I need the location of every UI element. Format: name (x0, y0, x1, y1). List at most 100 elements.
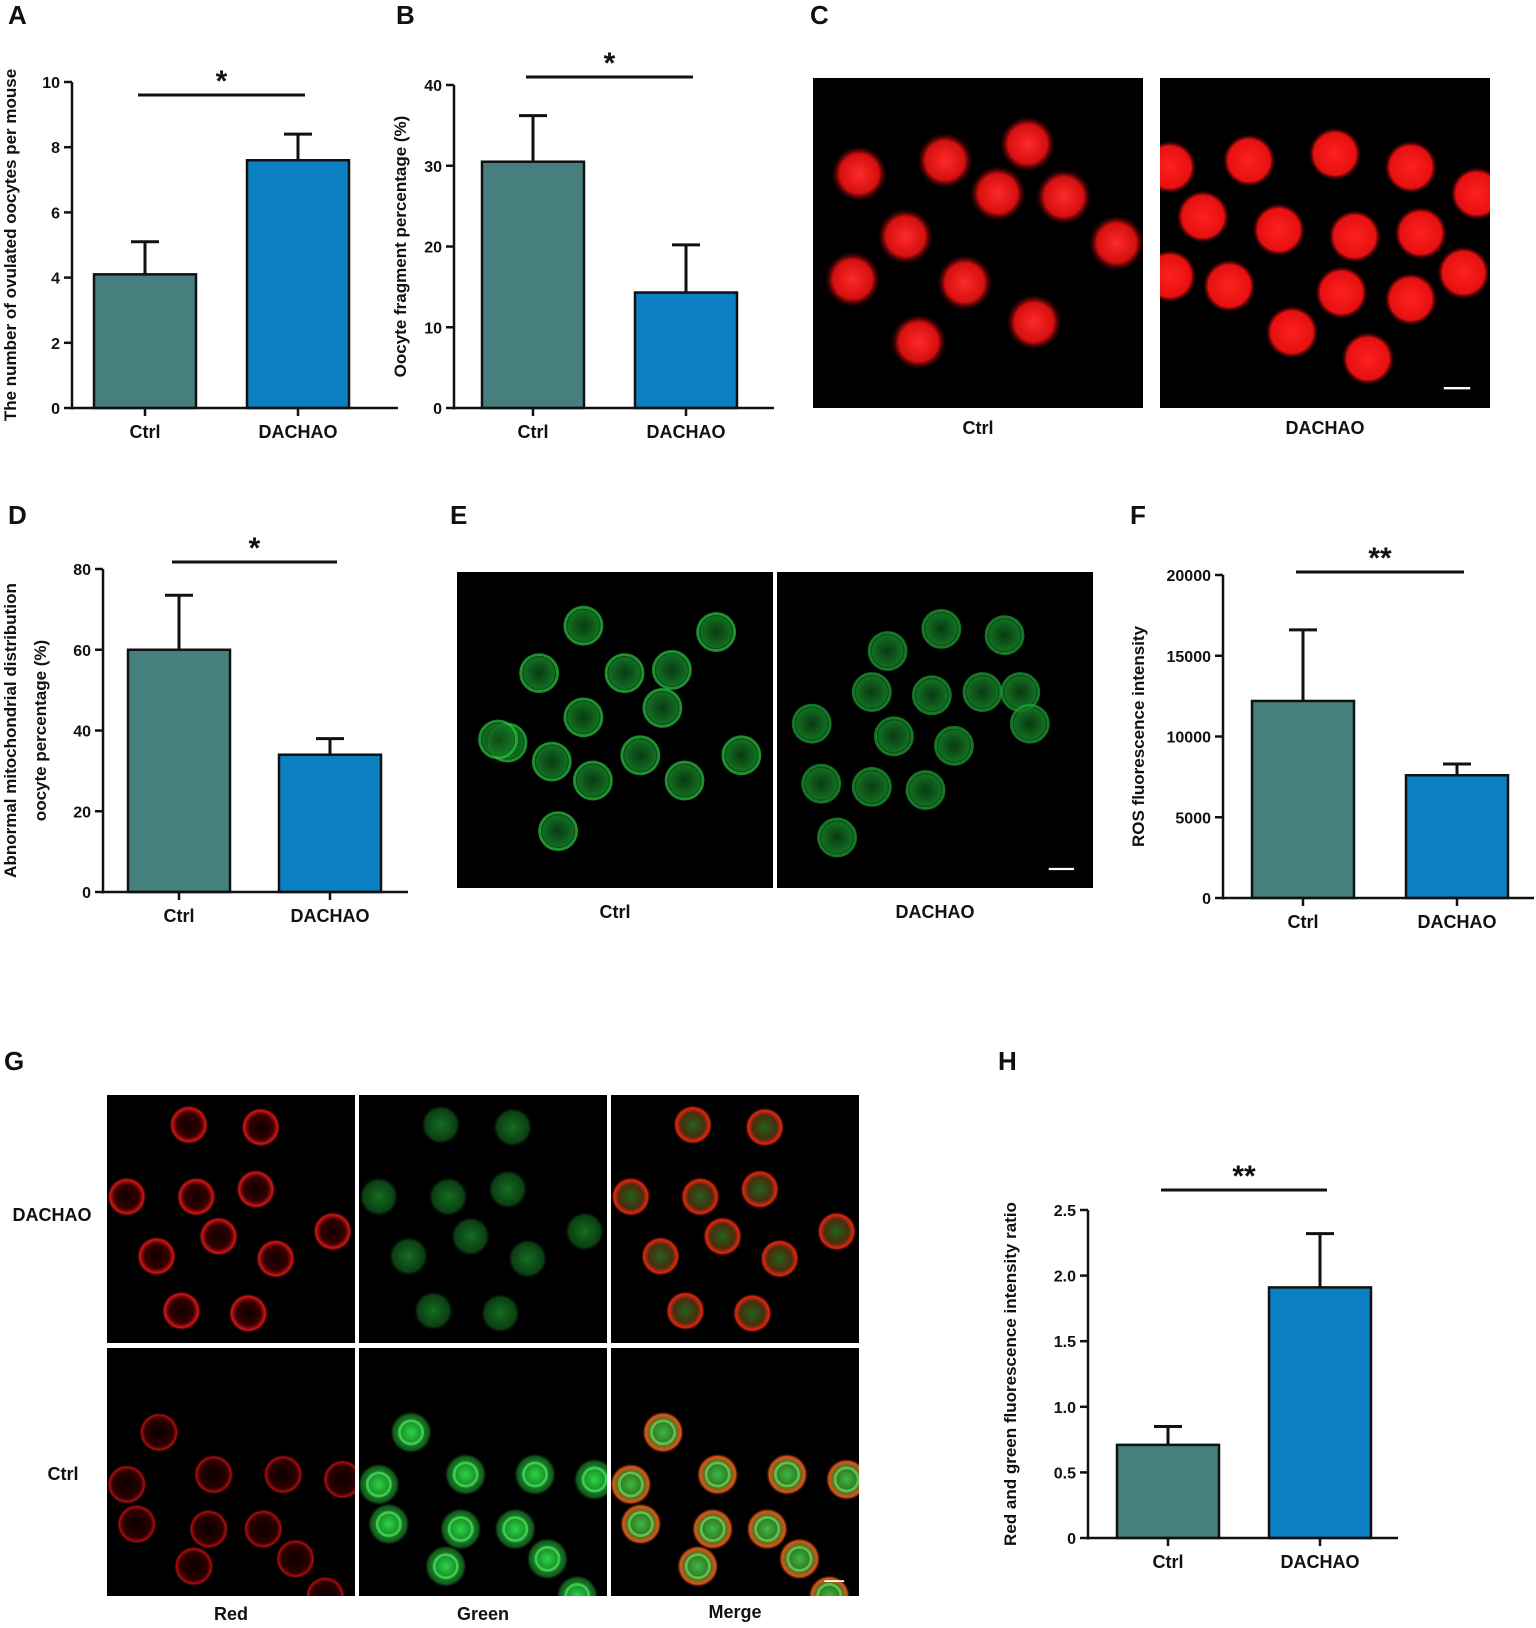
oocyte-cell (1308, 127, 1362, 181)
row-label-g-ctrl: Ctrl (47, 1464, 79, 1484)
oocyte-cell (1328, 210, 1382, 263)
oocyte-cell (107, 1176, 147, 1217)
oocyte-cell (759, 1238, 800, 1279)
oocyte-core (522, 1461, 549, 1488)
oocyte-rim (664, 760, 705, 801)
y-tick-label-a-1: 2 (51, 336, 60, 353)
y-tick-label-f-3: 15000 (1167, 649, 1212, 666)
oocyte-cell (867, 630, 909, 672)
micrograph-canvas (791, 608, 1075, 871)
oocyte-rim (905, 770, 946, 810)
oocyte-cell (1160, 140, 1197, 194)
y-tick-label-b-4: 40 (424, 78, 442, 95)
panel-letter-d: D (8, 500, 27, 530)
oocyte-cell (564, 1211, 605, 1252)
oocyte-cell (1160, 249, 1197, 303)
oocyte-cell (611, 1176, 651, 1217)
oocyte-rim (642, 687, 683, 728)
oocyte-cell (176, 1176, 217, 1217)
y-axis-title-h: Red and green fluorescence intensity rat… (1001, 1202, 1020, 1546)
oocyte-cell (851, 766, 893, 808)
oocyte-cell (537, 810, 579, 852)
y-tick-label-d-0: 0 (82, 885, 91, 902)
y-axis-title-d-line1: oocyte percentage (%) (31, 640, 50, 821)
oocyte-cell (603, 652, 646, 694)
oocyte-rim (934, 725, 974, 766)
oocyte-rim (604, 653, 645, 694)
oocyte-cell (235, 1169, 276, 1210)
oocyte-cell (477, 718, 519, 761)
image-label-c-ctrl: Ctrl (962, 418, 994, 438)
oocyte-rim (874, 716, 914, 757)
chart-b-fragment-percentage: 0 10 20 30 40 Ctrl DACHAO Oocyte fragment perce… (391, 47, 774, 442)
oocyte-cell (911, 674, 953, 716)
y-tick-label-d-3: 60 (73, 643, 91, 660)
oocyte-rim (563, 697, 604, 738)
micrograph-canvas (1160, 127, 1490, 390)
oocyte-rim (851, 672, 892, 712)
oocyte-cell (969, 165, 1026, 222)
y-tick-label-f-4: 20000 (1167, 568, 1212, 585)
oocyte-cell (642, 1411, 685, 1454)
oocyte-cell (720, 734, 762, 776)
oocyte-cell (480, 1293, 521, 1334)
x-tick-label-h-dachao: DACHAO (1281, 1552, 1360, 1572)
micrograph-canvas (359, 1411, 607, 1596)
y-tick-label-d-4: 80 (73, 562, 91, 579)
oocyte-rim (911, 675, 952, 716)
oocyte-cell (198, 1216, 239, 1257)
oocyte-cell (1265, 305, 1319, 359)
oocyte-cell (696, 1453, 739, 1496)
bar-b-ctrl (480, 160, 586, 410)
oocyte-cell (640, 1236, 681, 1277)
significance-mark-d: * (249, 535, 261, 565)
oocyte-cell (193, 1454, 234, 1495)
oocyte-cell (933, 725, 975, 767)
y-tick-label-f-0: 0 (1202, 891, 1211, 908)
oocyte-cell (983, 614, 1026, 656)
oocyte-rim (921, 608, 962, 649)
oocyte-cell (1315, 266, 1368, 319)
oocyte-cell (263, 1454, 303, 1495)
oocyte-core (447, 1516, 474, 1542)
oocyte-core (617, 1471, 644, 1498)
bar-a-dachao (245, 158, 351, 410)
y-tick-label-a-0: 0 (51, 401, 60, 418)
significance-mark-f: ** (1368, 542, 1392, 575)
oocyte-cell (1394, 206, 1448, 260)
oocyte-rim (519, 653, 560, 694)
oocyte-cell (359, 1463, 400, 1506)
oocyte-cell (619, 1503, 662, 1546)
micrograph-canvas (824, 115, 1143, 371)
micrograph-c-ctrl (813, 78, 1143, 408)
panel-letter-f: F (1130, 500, 1146, 530)
oocyte-core (650, 1419, 677, 1446)
oocyte-cell (424, 1545, 467, 1588)
col-label-g-green: Green (456, 1604, 510, 1624)
micrograph-g-ctrl-red (107, 1348, 355, 1596)
oocyte-cell (824, 251, 881, 308)
oocyte-rim (867, 631, 908, 671)
panel-letter-a: A (8, 0, 27, 30)
micrograph-g-ctrl-merge (611, 1348, 859, 1596)
oocyte-cell (746, 1507, 789, 1551)
oocyte-cell (651, 649, 693, 691)
oocyte-cell (1222, 134, 1276, 187)
y-tick-label-d-1: 20 (73, 804, 91, 821)
chart-h-red-green-ratio: 0 0.5 1.0 1.5 2.0 2.5 Ctrl DACHAO Red and green … (1001, 1160, 1398, 1572)
panel-letter-g: G (4, 1046, 25, 1076)
oocyte-cell (228, 1293, 269, 1334)
oocyte-core (581, 1466, 607, 1493)
y-axis-title-a: The number of ovulated oocytes per mouse (1, 69, 20, 421)
oocyte-rim (791, 703, 832, 744)
oocyte-core (375, 1511, 402, 1538)
oocyte-cell (275, 1538, 316, 1579)
x-tick-label-f-dachao: DACHAO (1418, 912, 1497, 932)
oocyte-rim (478, 719, 518, 760)
oocyte-cell (999, 115, 1056, 173)
y-tick-label-h-2: 1.0 (1054, 1400, 1076, 1417)
oocyte-rim (651, 650, 692, 690)
oocyte-cell (936, 254, 993, 311)
oocyte-cell (1450, 167, 1490, 220)
oocyte-rim (721, 735, 762, 776)
